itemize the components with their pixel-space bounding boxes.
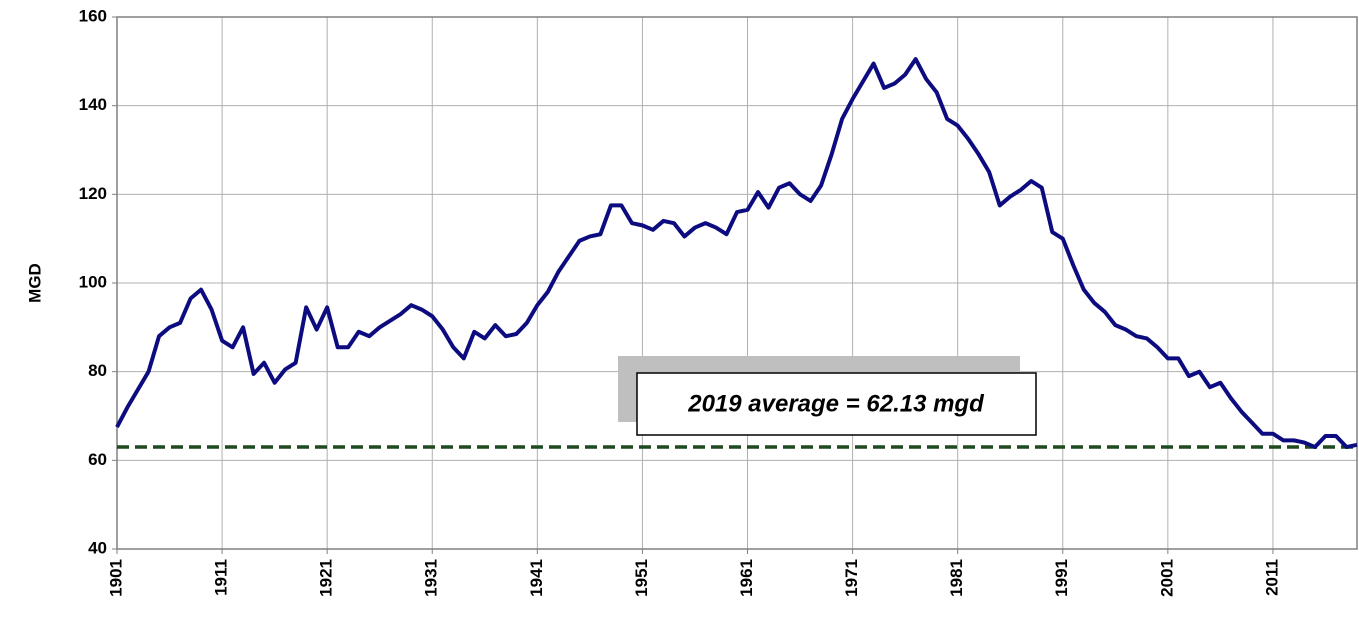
y-tick-label: 140 (79, 95, 107, 114)
x-tick-label: 1901 (106, 559, 125, 597)
data-line (115, 57, 1358, 450)
y-tick-label: 160 (79, 6, 107, 25)
y-tick-label: 80 (88, 361, 107, 380)
y-axis-label: MGD (25, 263, 44, 303)
annotation-box (636, 372, 1037, 436)
x-tick-label: 1931 (422, 559, 441, 597)
x-tick-label: 1951 (632, 559, 651, 597)
x-tick-label: 1911 (212, 559, 231, 596)
y-tick-label: 120 (79, 184, 107, 203)
x-tick-label: 1981 (947, 559, 966, 597)
x-tick-label: 2011 (1262, 559, 1281, 596)
x-tick-label: 1941 (527, 559, 546, 597)
y-tick-label: 40 (88, 538, 107, 557)
x-tick-label: 1921 (317, 559, 336, 597)
x-tick-label: 1991 (1052, 559, 1071, 597)
x-tick-label: 1961 (737, 559, 756, 597)
annotation: 2019 average = 62.13 mgd (687, 390, 985, 417)
x-tick-label: 2001 (1157, 559, 1176, 597)
plot-frame (116, 16, 1358, 550)
y-tick-label: 60 (88, 450, 107, 469)
y-tick-label: 100 (79, 272, 107, 291)
x-tick-label: 1971 (842, 559, 861, 597)
